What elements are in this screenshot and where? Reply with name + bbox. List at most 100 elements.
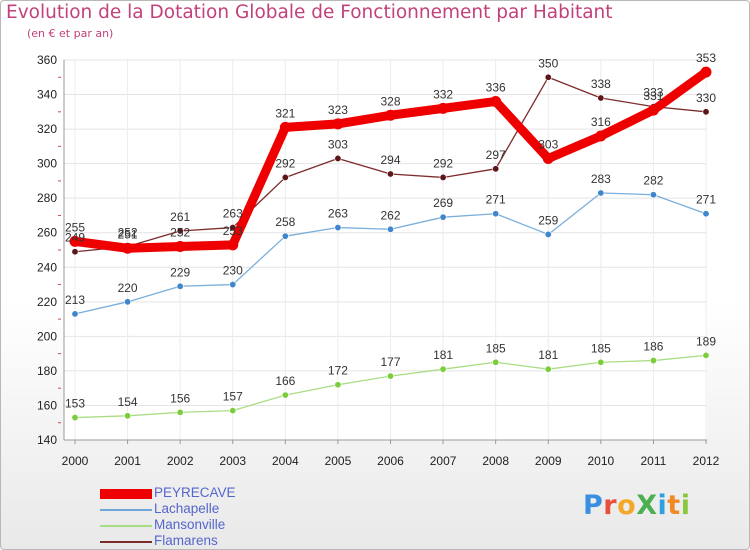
data-point bbox=[386, 225, 394, 233]
data-point bbox=[71, 248, 79, 256]
proxiti-logo: ProXiti bbox=[583, 490, 691, 521]
data-point bbox=[492, 165, 500, 173]
legend-label: Mansonville bbox=[154, 517, 226, 532]
data-point bbox=[229, 407, 237, 415]
data-label: 251 bbox=[118, 227, 138, 241]
data-label: 185 bbox=[486, 341, 506, 355]
legend-swatch bbox=[100, 489, 152, 499]
y-tick-label: 360 bbox=[37, 53, 57, 67]
data-point bbox=[176, 227, 184, 235]
data-point bbox=[597, 189, 605, 197]
data-point bbox=[492, 358, 500, 366]
data-label: 249 bbox=[65, 231, 85, 245]
data-label: 303 bbox=[538, 137, 558, 151]
x-tick-label: 2000 bbox=[62, 454, 89, 468]
x-tick-label: 2009 bbox=[535, 454, 562, 468]
data-label: 350 bbox=[538, 56, 558, 70]
data-point bbox=[702, 108, 710, 116]
data-point bbox=[595, 130, 607, 142]
y-tick-label: 240 bbox=[37, 260, 57, 274]
data-label: 177 bbox=[380, 355, 400, 369]
data-label: 331 bbox=[643, 89, 663, 103]
data-point bbox=[385, 109, 396, 121]
y-tick-label: 180 bbox=[37, 364, 57, 378]
data-point bbox=[544, 73, 552, 81]
data-point bbox=[174, 241, 186, 253]
x-tick-label: 2006 bbox=[377, 454, 404, 468]
data-point bbox=[702, 351, 710, 359]
data-point bbox=[544, 230, 552, 238]
data-point bbox=[334, 154, 342, 162]
data-label: 269 bbox=[433, 196, 453, 210]
legend-label: PEYRECAVE bbox=[154, 485, 236, 500]
x-tick-label: 2005 bbox=[325, 454, 352, 468]
data-point bbox=[279, 121, 291, 133]
y-tick-label: 280 bbox=[37, 191, 57, 205]
x-tick-label: 2008 bbox=[482, 454, 509, 468]
data-point bbox=[176, 408, 184, 416]
data-point bbox=[439, 213, 447, 221]
data-label: 230 bbox=[223, 264, 243, 278]
data-point bbox=[69, 235, 81, 247]
data-label: 255 bbox=[65, 220, 85, 234]
data-label: 333 bbox=[643, 86, 663, 100]
data-label: 166 bbox=[275, 374, 295, 388]
data-label: 338 bbox=[591, 77, 611, 91]
x-tick-label: 2004 bbox=[272, 454, 299, 468]
data-point bbox=[386, 372, 394, 380]
data-label: 261 bbox=[170, 210, 190, 224]
data-point bbox=[124, 298, 132, 306]
data-label: 353 bbox=[696, 51, 716, 65]
data-label: 303 bbox=[328, 137, 348, 151]
data-point bbox=[702, 210, 710, 218]
y-tick-label: 320 bbox=[37, 122, 57, 136]
data-point bbox=[229, 281, 237, 289]
data-label: 316 bbox=[591, 115, 611, 129]
x-tick-label: 2011 bbox=[641, 454, 667, 468]
data-point bbox=[439, 365, 447, 373]
data-point bbox=[544, 365, 552, 373]
series-mansonville bbox=[71, 351, 710, 422]
data-point bbox=[334, 224, 342, 232]
y-tick-label: 140 bbox=[37, 433, 57, 447]
data-label: 156 bbox=[170, 391, 190, 405]
data-label: 258 bbox=[275, 215, 295, 229]
data-label: 282 bbox=[643, 174, 663, 188]
data-label: 332 bbox=[433, 87, 453, 101]
data-label: 263 bbox=[223, 207, 243, 221]
data-label: 252 bbox=[170, 226, 190, 240]
data-label: 157 bbox=[223, 390, 243, 404]
data-label: 292 bbox=[433, 156, 453, 170]
data-point bbox=[439, 173, 447, 181]
data-label: 186 bbox=[643, 340, 663, 354]
data-label: 336 bbox=[486, 80, 506, 94]
data-label: 154 bbox=[118, 395, 138, 409]
data-point bbox=[176, 282, 184, 290]
data-label: 229 bbox=[170, 265, 190, 279]
data-point bbox=[334, 381, 342, 389]
data-point bbox=[542, 152, 554, 164]
series-lachapelle bbox=[71, 189, 710, 318]
data-point bbox=[649, 357, 657, 365]
data-label: 185 bbox=[591, 341, 611, 355]
y-tick-label: 260 bbox=[37, 226, 57, 240]
x-tick-label: 2002 bbox=[167, 454, 194, 468]
x-tick-label: 2003 bbox=[219, 454, 246, 468]
series-flamarens bbox=[71, 73, 710, 256]
legend-swatch bbox=[100, 509, 152, 511]
y-tick-label: 200 bbox=[37, 329, 57, 343]
data-label: 271 bbox=[486, 193, 506, 207]
data-label: 189 bbox=[696, 334, 716, 348]
data-point bbox=[227, 239, 239, 251]
data-label: 283 bbox=[591, 172, 611, 186]
y-tick-label: 340 bbox=[37, 88, 57, 102]
data-label: 252 bbox=[118, 226, 138, 240]
data-point bbox=[490, 95, 502, 107]
data-label: 181 bbox=[433, 348, 453, 362]
data-label: 297 bbox=[486, 148, 506, 162]
legend-label: Flamarens bbox=[154, 533, 218, 548]
data-point bbox=[71, 310, 79, 318]
data-point bbox=[597, 358, 605, 366]
x-tick-label: 2012 bbox=[693, 454, 720, 468]
